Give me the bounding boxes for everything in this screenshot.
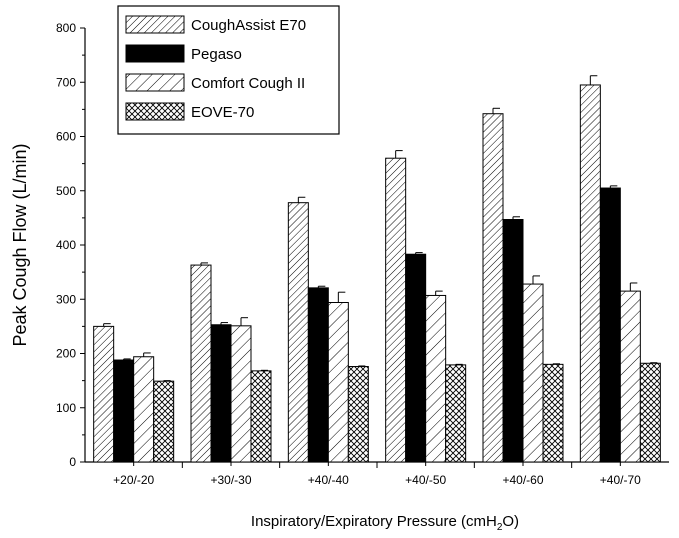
- y-tick-label: 200: [56, 347, 76, 361]
- y-tick-label: 0: [69, 455, 76, 469]
- legend-swatch: [125, 15, 185, 34]
- bar: [502, 219, 524, 463]
- legend-swatch: [125, 102, 185, 121]
- bar: [93, 325, 115, 463]
- bar: [385, 157, 407, 463]
- bar: [619, 290, 641, 463]
- bar: [482, 113, 504, 463]
- x-tick-label: +20/-20: [113, 473, 154, 487]
- y-axis-title: Peak Cough Flow (L/min): [10, 143, 30, 346]
- y-axis: 0 100 200 300 400 500 600 700 800: [56, 21, 85, 469]
- legend-label: Pegaso: [191, 46, 242, 63]
- bar: [307, 287, 329, 463]
- bar: [327, 302, 349, 463]
- y-tick-label: 500: [56, 184, 76, 198]
- x-tick-label: +40/-60: [502, 473, 543, 487]
- bar: [522, 283, 544, 463]
- x-axis-title-end: O): [502, 513, 519, 530]
- y-tick-label: 400: [56, 238, 76, 252]
- legend-label: Comfort Cough II: [191, 75, 305, 92]
- bar: [250, 370, 272, 463]
- x-axis-title-subscript: 2: [497, 522, 503, 533]
- bar: [405, 253, 427, 463]
- legend: CoughAssist E70 Pegaso Comfort Cough II EOV…: [117, 5, 340, 135]
- bar: [425, 294, 447, 463]
- y-tick-label: 600: [56, 130, 76, 144]
- bar: [445, 364, 467, 463]
- y-tick-label: 800: [56, 21, 76, 35]
- legend-label: CoughAssist E70: [191, 17, 306, 34]
- bar: [230, 325, 252, 463]
- bar: [133, 356, 155, 463]
- bar: [190, 264, 212, 463]
- bar: [153, 380, 175, 463]
- bar: [542, 363, 564, 463]
- legend-swatch: [125, 73, 185, 92]
- bar: [599, 187, 621, 463]
- bar: [639, 362, 661, 463]
- x-axis-title-main: Inspiratory/Expiratory Pressure (cmH: [251, 513, 497, 530]
- y-tick-label: 300: [56, 292, 76, 306]
- bar: [113, 359, 135, 463]
- x-tick-label: +40/-70: [600, 473, 641, 487]
- x-axis-title: Inspiratory/Expiratory Pressure (cmH2O): [251, 513, 519, 533]
- bar: [287, 202, 309, 463]
- legend-swatch: [125, 44, 185, 63]
- legend-label: EOVE-70: [191, 104, 254, 121]
- bar: [210, 324, 232, 463]
- bar: [579, 84, 601, 463]
- x-tick-label: +40/-40: [308, 473, 349, 487]
- y-tick-label: 700: [56, 75, 76, 89]
- bar-series-group: [93, 75, 661, 463]
- x-axis: +20/-20 +30/-30 +40/-40 +40/-50 +40/-60 +40/-…: [113, 462, 641, 487]
- bar: [347, 366, 369, 463]
- y-tick-label: 100: [56, 401, 76, 415]
- x-tick-label: +40/-50: [405, 473, 446, 487]
- x-tick-label: +30/-30: [210, 473, 251, 487]
